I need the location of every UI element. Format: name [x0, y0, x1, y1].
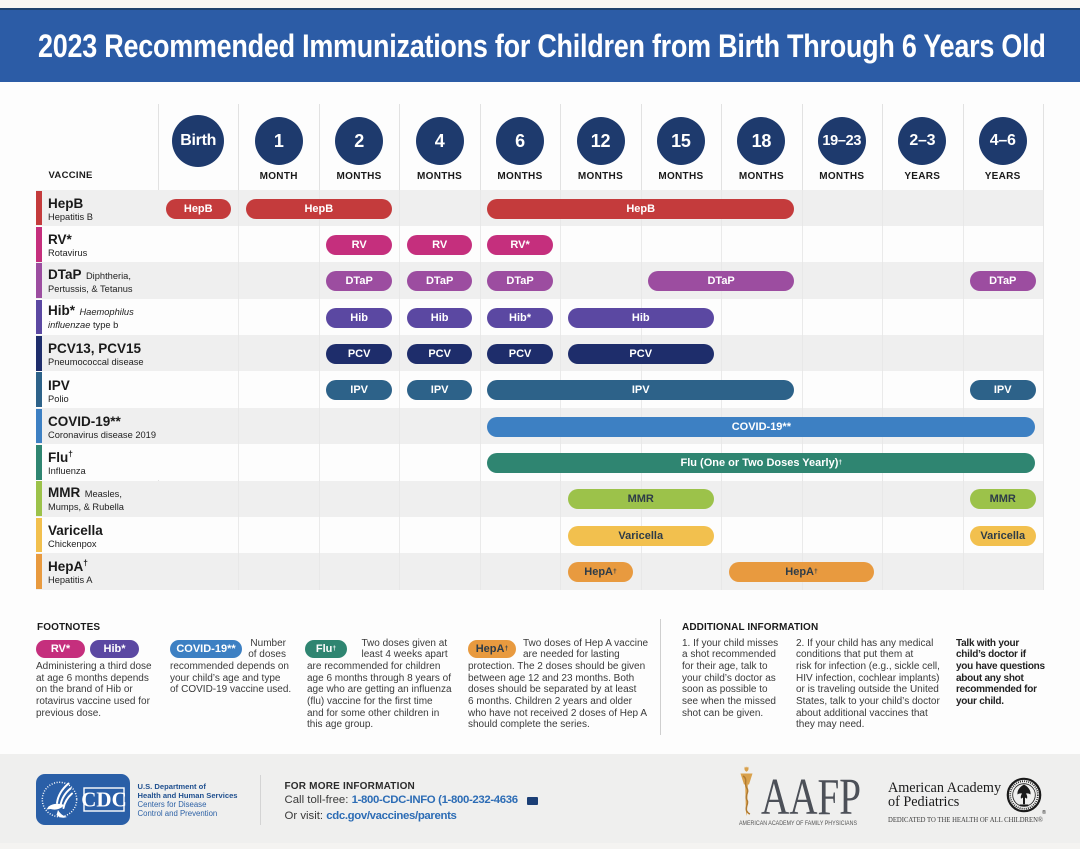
svg-text:AAFP: AAFP — [761, 770, 861, 818]
svg-text:CDC: CDC — [81, 788, 127, 812]
svg-text:DEDICATED TO THE HEALTH OF ALL: DEDICATED TO THE HEALTH OF ALL CHILDREN® — [888, 815, 1043, 824]
svg-text:AMERICAN ACADEMY OF FAMILY PHY: AMERICAN ACADEMY OF FAMILY PHYSICIANS — [739, 820, 857, 827]
svg-text:®: ® — [1042, 809, 1046, 816]
